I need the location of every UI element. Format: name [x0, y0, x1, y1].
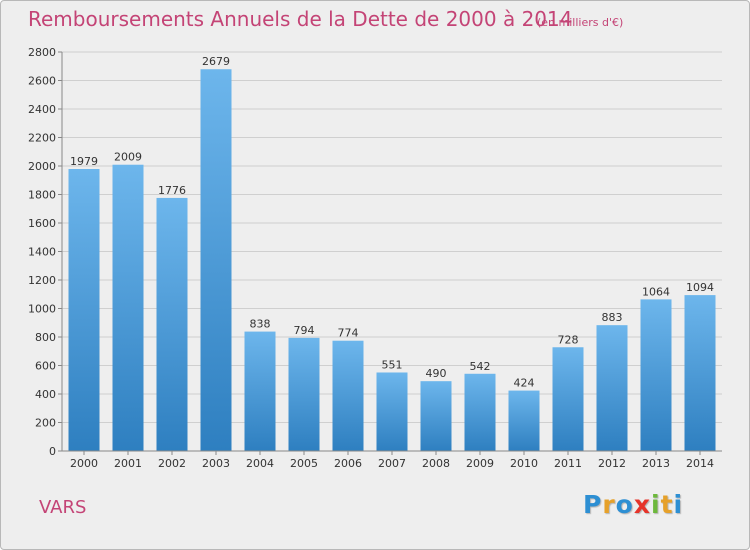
commune-name: VARS: [39, 497, 87, 518]
bar-value-label: 1064: [642, 285, 670, 298]
bar-value-label: 794: [294, 324, 315, 337]
bar-value-label: 1776: [158, 184, 186, 197]
bar-value-label: 838: [250, 318, 271, 331]
bar: [420, 381, 452, 451]
bar: [508, 390, 540, 451]
y-tick-label: 600: [35, 360, 56, 373]
x-tick-label: 2010: [510, 457, 538, 470]
logo-letter: i: [673, 490, 684, 519]
labels: 0 200 400 600 800 1000 1200 1400 1600 1800 2000 220…: [28, 46, 714, 470]
x-tick-label: 2003: [202, 457, 230, 470]
y-tick-label: 200: [35, 417, 56, 430]
y-tick-label: 2400: [28, 103, 56, 116]
x-tick-label: 2004: [246, 457, 274, 470]
bar-value-label: 774: [338, 327, 359, 340]
bar-value-label: 490: [426, 367, 447, 380]
x-tick-label: 2005: [290, 457, 318, 470]
bar-value-label: 2679: [202, 55, 230, 68]
bar: [112, 164, 144, 451]
y-tick-label: 1600: [28, 217, 56, 230]
logo-letter: P: [583, 490, 603, 519]
x-tick-label: 2011: [554, 457, 582, 470]
logo-letter: i: [651, 490, 661, 519]
bar: [684, 295, 716, 451]
logo-letter: x: [633, 490, 651, 519]
bar: [332, 340, 364, 451]
x-tick-label: 2012: [598, 457, 626, 470]
bar-value-label: 728: [558, 333, 579, 346]
bar: [376, 372, 408, 451]
x-tick-label: 2006: [334, 457, 362, 470]
logo-letter: r: [602, 490, 616, 519]
y-tick-label: 2600: [28, 75, 56, 88]
y-tick-label: 1200: [28, 274, 56, 287]
bar: [596, 325, 628, 451]
bars: [68, 69, 716, 452]
bar-value-label: 424: [514, 377, 535, 390]
bar-value-label: 2009: [114, 151, 142, 164]
x-tick-label: 2013: [642, 457, 670, 470]
x-tick-label: 2001: [114, 457, 142, 470]
x-tick-label: 2002: [158, 457, 186, 470]
chart-unit: (en milliers d'€): [537, 16, 624, 29]
x-tick-label: 2008: [422, 457, 450, 470]
bar-value-label: 1094: [686, 281, 714, 294]
logo-letter: t: [660, 490, 674, 519]
bar: [200, 69, 232, 452]
bar-value-label: 542: [470, 360, 491, 373]
axes: [58, 51, 722, 455]
chart-title: Remboursements Annuels de la Dette de 20…: [28, 7, 573, 31]
x-tick-label: 2014: [686, 457, 714, 470]
y-tick-label: 2000: [28, 160, 56, 173]
bar-value-label: 1979: [70, 155, 98, 168]
bar: [640, 299, 672, 451]
y-tick-label: 2200: [28, 132, 56, 145]
y-tick-label: 1800: [28, 189, 56, 202]
bar: [552, 347, 584, 451]
x-tick-label: 2009: [466, 457, 494, 470]
bar: [244, 331, 276, 451]
x-tick-label: 2007: [378, 457, 406, 470]
bar-value-label: 883: [602, 311, 623, 324]
y-tick-label: 1400: [28, 246, 56, 259]
y-tick-label: 0: [49, 445, 56, 458]
y-tick-label: 2800: [28, 46, 56, 59]
proxiti-logo: Proxiti: [583, 490, 683, 519]
bar: [464, 373, 496, 451]
y-tick-label: 1000: [28, 303, 56, 316]
y-tick-label: 800: [35, 331, 56, 344]
y-tick-label: 400: [35, 388, 56, 401]
bar: [288, 337, 320, 451]
bar: [68, 168, 100, 451]
bar-value-label: 551: [382, 358, 403, 371]
x-tick-label: 2000: [70, 457, 98, 470]
logo-letter: o: [615, 490, 634, 519]
bar: [156, 197, 188, 451]
